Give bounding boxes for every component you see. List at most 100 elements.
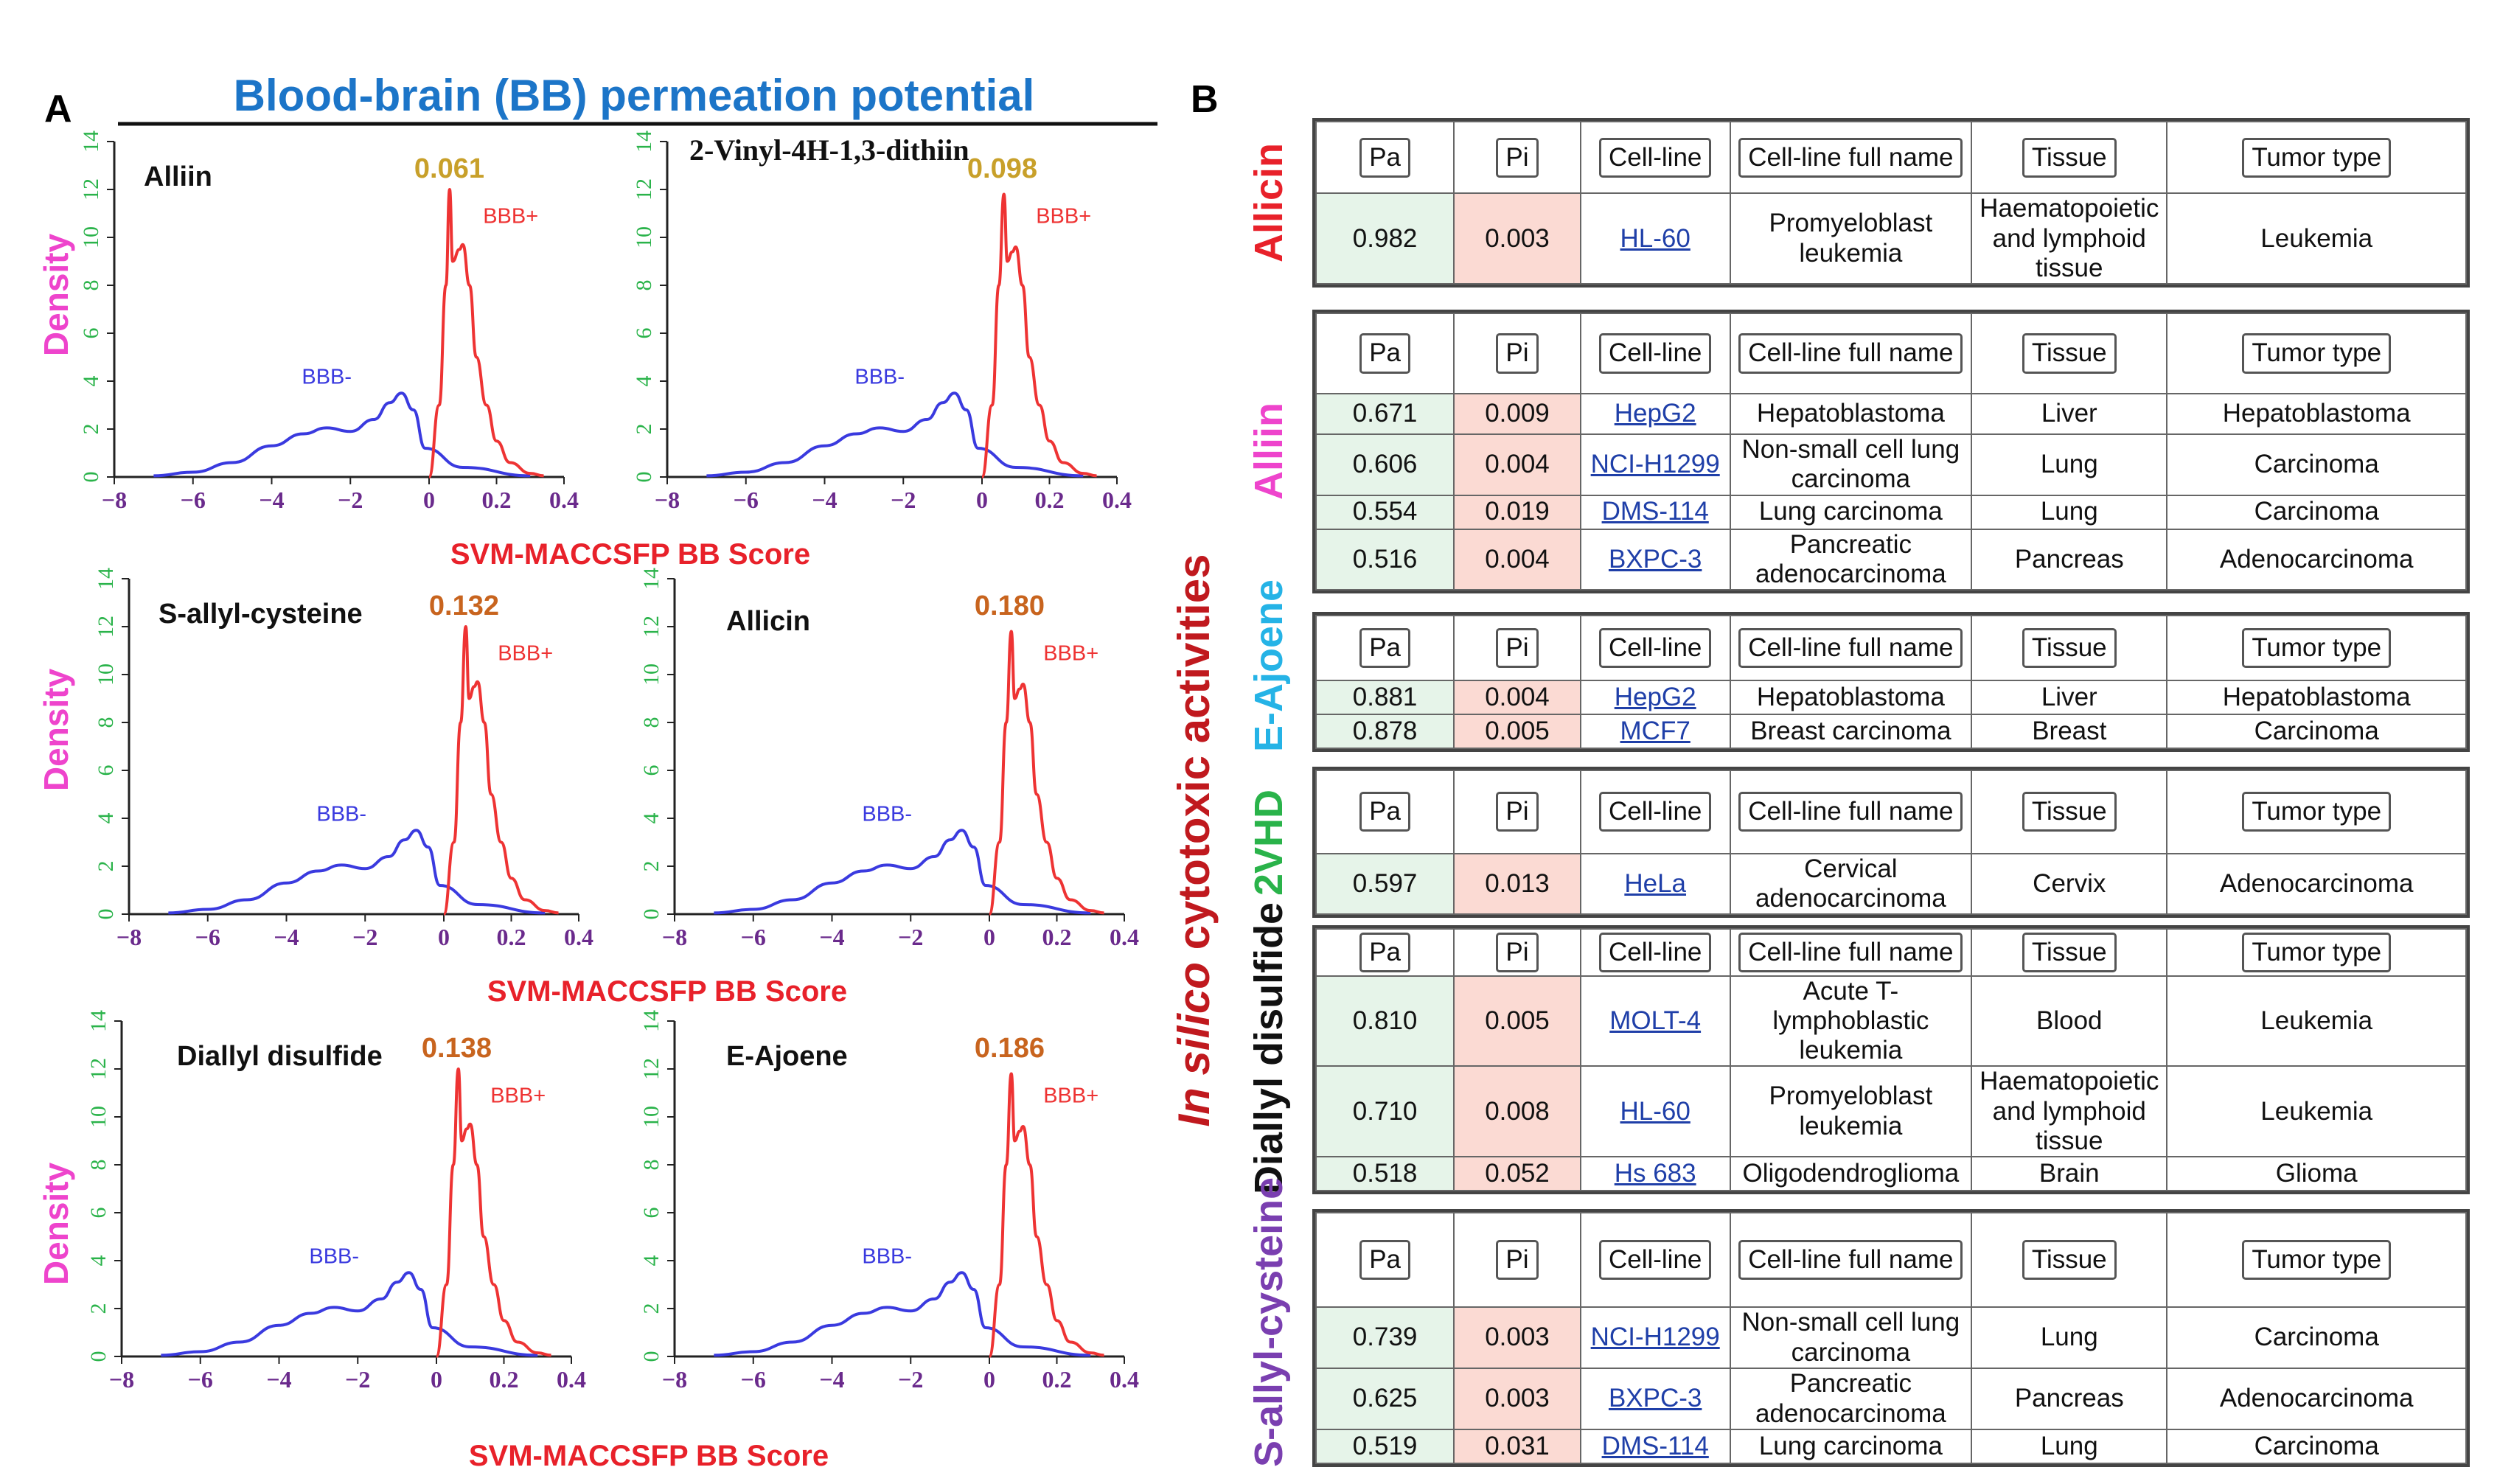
tissue: Haematopoietic and lymphoid tissue xyxy=(1971,1065,2168,1157)
compound-label-0: Allicin xyxy=(1247,142,1291,263)
header-label: Cell-line xyxy=(1598,792,1712,832)
header-label: Tumor type xyxy=(2242,333,2392,374)
pa-value: 0.881 xyxy=(1315,680,1455,715)
density-curve-bbb-neg xyxy=(714,829,1091,915)
density-curve-bbb-pos xyxy=(435,1067,551,1358)
plot-title: S-allyl-cysteine xyxy=(159,599,363,630)
density-curve-bbb-neg xyxy=(161,1271,538,1357)
tumor-type: Adenocarcinoma xyxy=(2166,528,2467,591)
x-tick-label: −4 xyxy=(819,924,844,950)
x-tick-label: 0.2 xyxy=(1042,1366,1072,1393)
header-label: Cell-line xyxy=(1598,627,1712,669)
cell-line-link[interactable]: HL-60 xyxy=(1620,1096,1690,1126)
cell-line-link[interactable]: HL-60 xyxy=(1620,223,1690,253)
xlabel-row1: SVM-MACCSFP BB Score xyxy=(450,538,810,571)
compound-table-1: Pa Pi Cell-line Cell-line full name Tissue Tu… xyxy=(1312,310,2470,593)
compound-table-5: Pa Pi Cell-line Cell-line full name Tissue Tu… xyxy=(1312,1209,2470,1467)
header-cell: Pa xyxy=(1315,313,1455,394)
threshold-value: 0.138 xyxy=(422,1033,492,1064)
x-tick-label: −8 xyxy=(116,924,142,950)
header-cell: Tumor type xyxy=(2166,928,2467,977)
pa-value: 0.606 xyxy=(1315,433,1455,496)
x-tick-label: −4 xyxy=(819,1366,844,1393)
x-tick-label: 0.2 xyxy=(490,1366,519,1393)
table-header-row: Pa Pi Cell-line Cell-line full name Tissue Tu… xyxy=(1315,615,2467,681)
header-cell: Tumor type xyxy=(2166,770,2467,854)
header-cell: Pi xyxy=(1453,770,1581,854)
header-label: Tissue xyxy=(2022,792,2117,832)
x-tick-label: −8 xyxy=(662,924,687,950)
table-header-row: Pa Pi Cell-line Cell-line full name Tissue Tu… xyxy=(1315,313,2467,394)
plot-title: 2-Vinyl-4H-1,3-dithiin xyxy=(689,133,969,167)
cell-line-link[interactable]: NCI-H1299 xyxy=(1590,450,1720,479)
y-tick-label: 0 xyxy=(639,909,664,920)
table-row: 0.881 0.004 HepG2 Hepatoblastoma Liver Hepato… xyxy=(1315,680,2467,715)
y-tick-label: 10 xyxy=(79,226,103,248)
header-cell: Cell-line full name xyxy=(1729,615,1973,681)
cell-line-link[interactable]: MCF7 xyxy=(1620,716,1690,745)
x-tick-label: −2 xyxy=(345,1366,370,1393)
tissue: Breast xyxy=(1971,714,2168,749)
header-cell: Tissue xyxy=(1971,1212,2168,1308)
tissue: Liver xyxy=(1971,680,2168,715)
x-tick-label: 0 xyxy=(983,924,995,950)
cell-line-link[interactable]: BXPC-3 xyxy=(1608,544,1702,574)
xlabel-row2: SVM-MACCSFP BB Score xyxy=(487,975,847,1008)
header-label: Cell-line full name xyxy=(1738,792,1963,832)
header-label: Tissue xyxy=(2022,137,2117,178)
cell-line-link[interactable]: BXPC-3 xyxy=(1608,1384,1702,1413)
cell-line-link[interactable]: HepG2 xyxy=(1614,682,1696,711)
bbb-neg-label: BBB- xyxy=(862,802,912,826)
header-cell: Tissue xyxy=(1971,615,2168,681)
tumor-type: Hepatoblastoma xyxy=(2166,680,2467,715)
cell-line-link[interactable]: MOLT-4 xyxy=(1609,1006,1702,1035)
table-header-row: Pa Pi Cell-line Cell-line full name Tissue Tu… xyxy=(1315,770,2467,854)
header-label: Pa xyxy=(1359,932,1410,972)
header-cell: Cell-line xyxy=(1579,1212,1731,1308)
density-label-row1: Density xyxy=(37,234,75,357)
tumor-type: Carcinoma xyxy=(2166,714,2467,749)
bbb-neg-label: BBB- xyxy=(316,802,366,826)
header-cell: Pi xyxy=(1453,120,1581,195)
y-tick-label: 6 xyxy=(94,765,118,776)
header-label: Pa xyxy=(1359,627,1410,669)
tumor-type: Hepatoblastoma xyxy=(2166,393,2467,435)
cell-line-cell: NCI-H1299 xyxy=(1579,433,1731,496)
y-tick-label: 0 xyxy=(86,1351,111,1362)
cell-line-link[interactable]: HeLa xyxy=(1624,868,1687,898)
tumor-type: Adenocarcinoma xyxy=(2166,1368,2467,1430)
header-cell: Tumor type xyxy=(2166,313,2467,394)
threshold-value: 0.180 xyxy=(975,591,1045,621)
header-cell: Cell-line xyxy=(1579,770,1731,854)
header-label: Cell-line xyxy=(1598,1239,1712,1281)
pi-value: 0.031 xyxy=(1453,1429,1581,1464)
compound-table-3: Pa Pi Cell-line Cell-line full name Tissue Tu… xyxy=(1312,767,2470,918)
header-label: Tissue xyxy=(2022,932,2117,972)
y-tick-label: 12 xyxy=(639,616,664,638)
cell-line-cell: HepG2 xyxy=(1579,680,1731,715)
cell-line-link[interactable]: NCI-H1299 xyxy=(1590,1323,1720,1352)
cell-line-link[interactable]: DMS-114 xyxy=(1601,1431,1709,1460)
cell-line-link[interactable]: DMS-114 xyxy=(1601,497,1709,526)
y-tick-label: 12 xyxy=(94,616,118,638)
y-tick-label: 10 xyxy=(639,663,664,686)
tumor-type: Glioma xyxy=(2166,1156,2467,1191)
header-label: Cell-line xyxy=(1598,137,1712,178)
cell-line-cell: MOLT-4 xyxy=(1579,975,1731,1067)
y-tick-label: 10 xyxy=(94,663,118,686)
compound-table-2: Pa Pi Cell-line Cell-line full name Tissue Tu… xyxy=(1312,612,2470,752)
compound-label-2: E-Ajoene xyxy=(1247,579,1291,752)
header-label: Tissue xyxy=(2022,1239,2117,1281)
bbb-pos-label: BBB+ xyxy=(1043,1084,1098,1108)
full-name: Breast carcinoma xyxy=(1729,714,1973,749)
cell-line-cell: DMS-114 xyxy=(1579,1429,1731,1464)
table-header-row: Pa Pi Cell-line Cell-line full name Tissue Tu… xyxy=(1315,928,2467,977)
density-curve-bbb-neg xyxy=(706,391,1084,478)
cell-line-link[interactable]: HepG2 xyxy=(1614,399,1696,428)
header-cell: Cell-line xyxy=(1579,928,1731,977)
full-name: Non-small cell lung carcinoma xyxy=(1729,1306,1973,1369)
x-tick-label: 0 xyxy=(983,1366,995,1393)
panel-a-density-plots: A Blood-brain (BB) permeation potential … xyxy=(37,71,1157,1472)
panel-a-letter: A xyxy=(44,88,72,130)
cell-line-link[interactable]: Hs 683 xyxy=(1614,1158,1696,1188)
